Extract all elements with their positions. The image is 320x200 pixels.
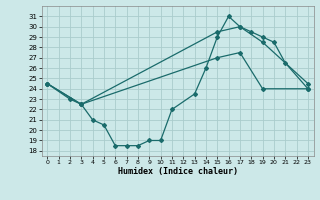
X-axis label: Humidex (Indice chaleur): Humidex (Indice chaleur) — [118, 167, 237, 176]
